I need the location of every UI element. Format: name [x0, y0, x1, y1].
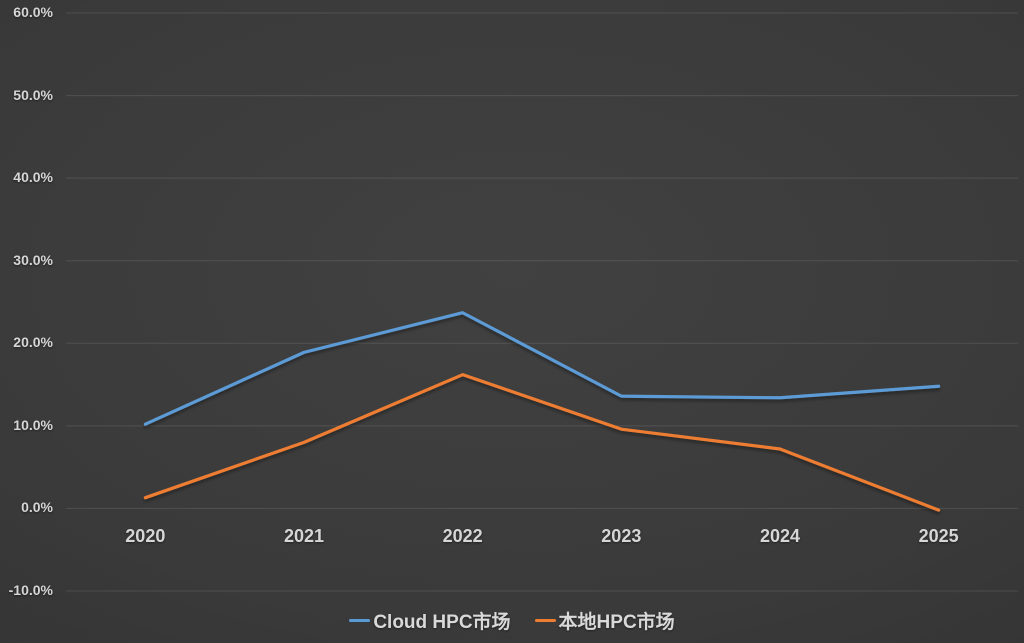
series-lines	[143, 311, 941, 512]
legend-line-swatch-0	[349, 619, 371, 622]
series-line-0	[143, 311, 941, 426]
legend-item-cloud-hpc: Cloud HPC市场	[349, 607, 511, 634]
gridlines	[66, 12, 1018, 592]
legend-line-swatch-1	[534, 619, 556, 622]
series-line-1	[143, 373, 941, 512]
legend: Cloud HPC市场 本地HPC市场	[0, 607, 1024, 634]
legend-label: 本地HPC市场	[558, 612, 675, 633]
legend-item-local-hpc: 本地HPC市场	[534, 607, 675, 634]
legend-label: Cloud HPC市场	[373, 612, 511, 633]
